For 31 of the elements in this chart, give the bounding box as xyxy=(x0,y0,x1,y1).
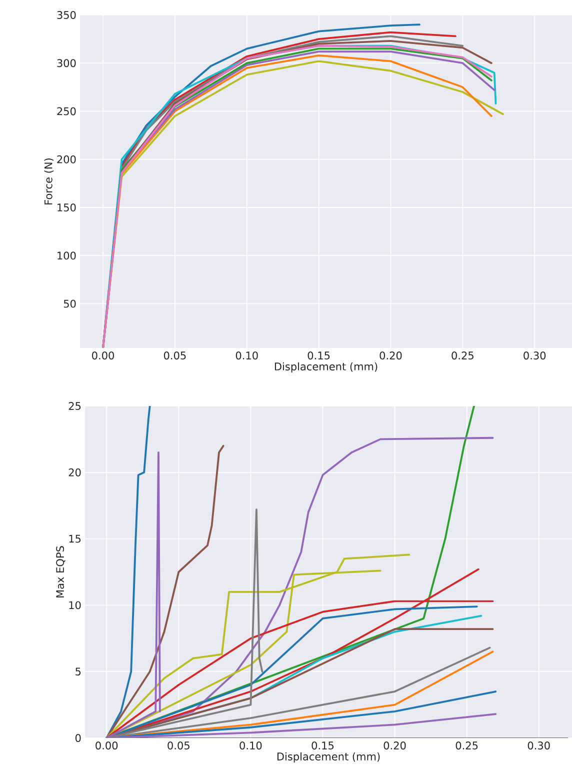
y-tick-label: 250 xyxy=(57,107,76,116)
x-tick-label: 0.30 xyxy=(528,742,550,750)
y-tick-label: 150 xyxy=(58,204,76,212)
x-tick-label: 0.05 xyxy=(168,742,190,750)
y-tick-label: 5 xyxy=(76,668,81,676)
y-tick-label: 200 xyxy=(57,155,76,164)
y-axis-title: Max EQPS xyxy=(56,546,66,598)
x-tick-label: 0.00 xyxy=(96,742,118,750)
y-tick-label: 300 xyxy=(57,59,76,68)
y-tick-label: 25 xyxy=(68,402,81,410)
x-tick-label: 0.00 xyxy=(92,352,114,360)
x-tick-label: 0.15 xyxy=(308,352,330,360)
x-tick-label: 0.15 xyxy=(312,742,334,750)
y-tick-label: 50 xyxy=(64,300,76,308)
x-tick-label: 0.30 xyxy=(524,352,546,360)
x-tick-label: 0.25 xyxy=(452,352,474,360)
y-tick-label: 0 xyxy=(75,734,81,742)
y-tick-label: 20 xyxy=(68,468,81,476)
y-tick-label: 10 xyxy=(69,601,81,610)
x-axis-title: Displacement (mm) xyxy=(277,752,380,762)
x-axis-title: Displacement (mm) xyxy=(274,362,378,372)
x-tick-label: 0.05 xyxy=(164,352,186,360)
x-tick-label: 0.10 xyxy=(236,352,258,360)
y-axis-title: Force (N) xyxy=(44,158,54,204)
x-tick-label: 0.20 xyxy=(380,352,402,360)
y-tick-label: 350 xyxy=(57,11,76,19)
y-tick-label: 100 xyxy=(58,252,76,260)
x-tick-label: 0.25 xyxy=(456,742,478,750)
x-tick-label: 0.20 xyxy=(384,742,406,750)
x-tick-label: 0.10 xyxy=(240,742,262,750)
y-tick-label: 15 xyxy=(69,534,81,543)
